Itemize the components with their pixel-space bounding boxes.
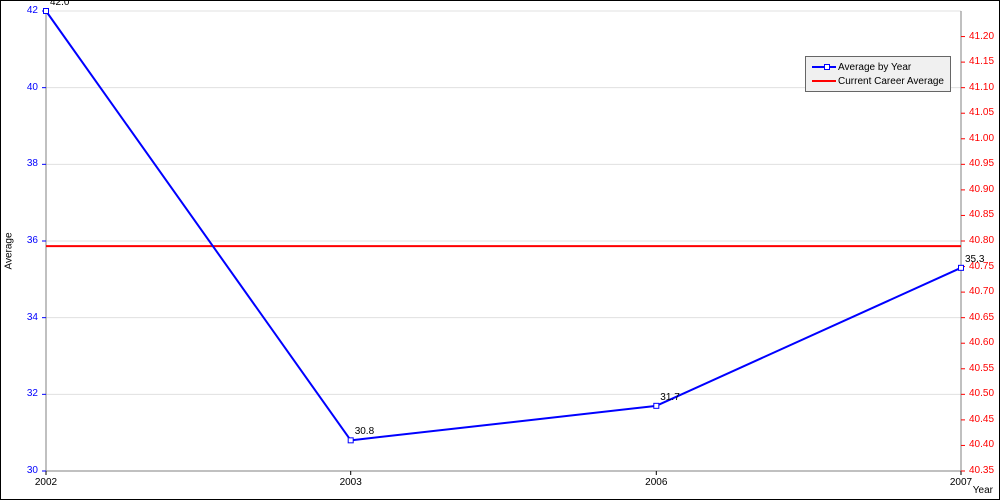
y-right-tick-label: 40.35 xyxy=(969,465,994,476)
legend: Average by Year Current Career Average xyxy=(805,56,951,92)
x-axis-label: Year xyxy=(973,485,993,496)
legend-marker-0 xyxy=(824,64,830,70)
data-point-label: 30.8 xyxy=(355,426,374,437)
y-left-tick-label: 32 xyxy=(27,388,38,399)
y-right-tick-label: 40.95 xyxy=(969,158,994,169)
y-left-tick-label: 30 xyxy=(27,465,38,476)
legend-item-1: Current Career Average xyxy=(812,74,944,88)
x-tick-label: 2003 xyxy=(340,477,362,488)
legend-item-0: Average by Year xyxy=(812,60,944,74)
y-right-tick-label: 40.55 xyxy=(969,363,994,374)
legend-label-1: Current Career Average xyxy=(838,76,944,87)
data-point-label: 42.0 xyxy=(50,0,69,8)
legend-line-1 xyxy=(812,80,836,82)
data-point-label: 35.3 xyxy=(965,254,984,265)
legend-label-0: Average by Year xyxy=(838,62,911,73)
x-tick-label: 2002 xyxy=(35,477,57,488)
y-left-tick-label: 40 xyxy=(27,82,38,93)
y-right-tick-label: 40.45 xyxy=(969,414,994,425)
chart-container: Average Year Average by Year Current Car… xyxy=(0,0,1000,500)
y-right-tick-label: 41.15 xyxy=(969,56,994,67)
y-right-tick-label: 40.40 xyxy=(969,439,994,450)
y-right-tick-label: 41.10 xyxy=(969,82,994,93)
y-left-tick-label: 42 xyxy=(27,5,38,16)
y-right-tick-label: 40.50 xyxy=(969,388,994,399)
y-left-tick-label: 38 xyxy=(27,158,38,169)
y-right-tick-label: 41.20 xyxy=(969,31,994,42)
y-right-tick-label: 41.00 xyxy=(969,133,994,144)
x-tick-label: 2006 xyxy=(645,477,667,488)
y-axis-left-label: Average xyxy=(4,232,15,269)
y-left-tick-label: 34 xyxy=(27,312,38,323)
y-right-tick-label: 41.05 xyxy=(969,107,994,118)
data-point-label: 31.7 xyxy=(660,392,679,403)
y-right-tick-label: 40.65 xyxy=(969,312,994,323)
y-right-tick-label: 40.90 xyxy=(969,184,994,195)
x-tick-label: 2007 xyxy=(950,477,972,488)
y-left-tick-label: 36 xyxy=(27,235,38,246)
y-right-tick-label: 40.70 xyxy=(969,286,994,297)
y-right-tick-label: 40.85 xyxy=(969,209,994,220)
y-right-tick-label: 40.60 xyxy=(969,337,994,348)
y-right-tick-label: 40.80 xyxy=(969,235,994,246)
